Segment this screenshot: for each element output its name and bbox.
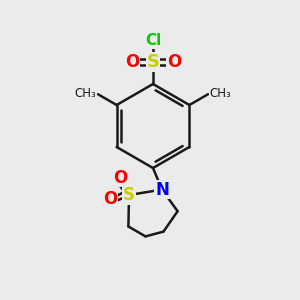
Text: S: S (146, 53, 160, 71)
Text: S: S (123, 186, 135, 204)
Text: CH₃: CH₃ (75, 87, 96, 100)
Text: O: O (125, 53, 139, 71)
Text: Cl: Cl (145, 33, 161, 48)
Text: O: O (167, 53, 181, 71)
Text: O: O (113, 169, 127, 187)
Text: N: N (155, 181, 169, 199)
Text: CH₃: CH₃ (210, 87, 231, 100)
Text: O: O (103, 190, 118, 208)
